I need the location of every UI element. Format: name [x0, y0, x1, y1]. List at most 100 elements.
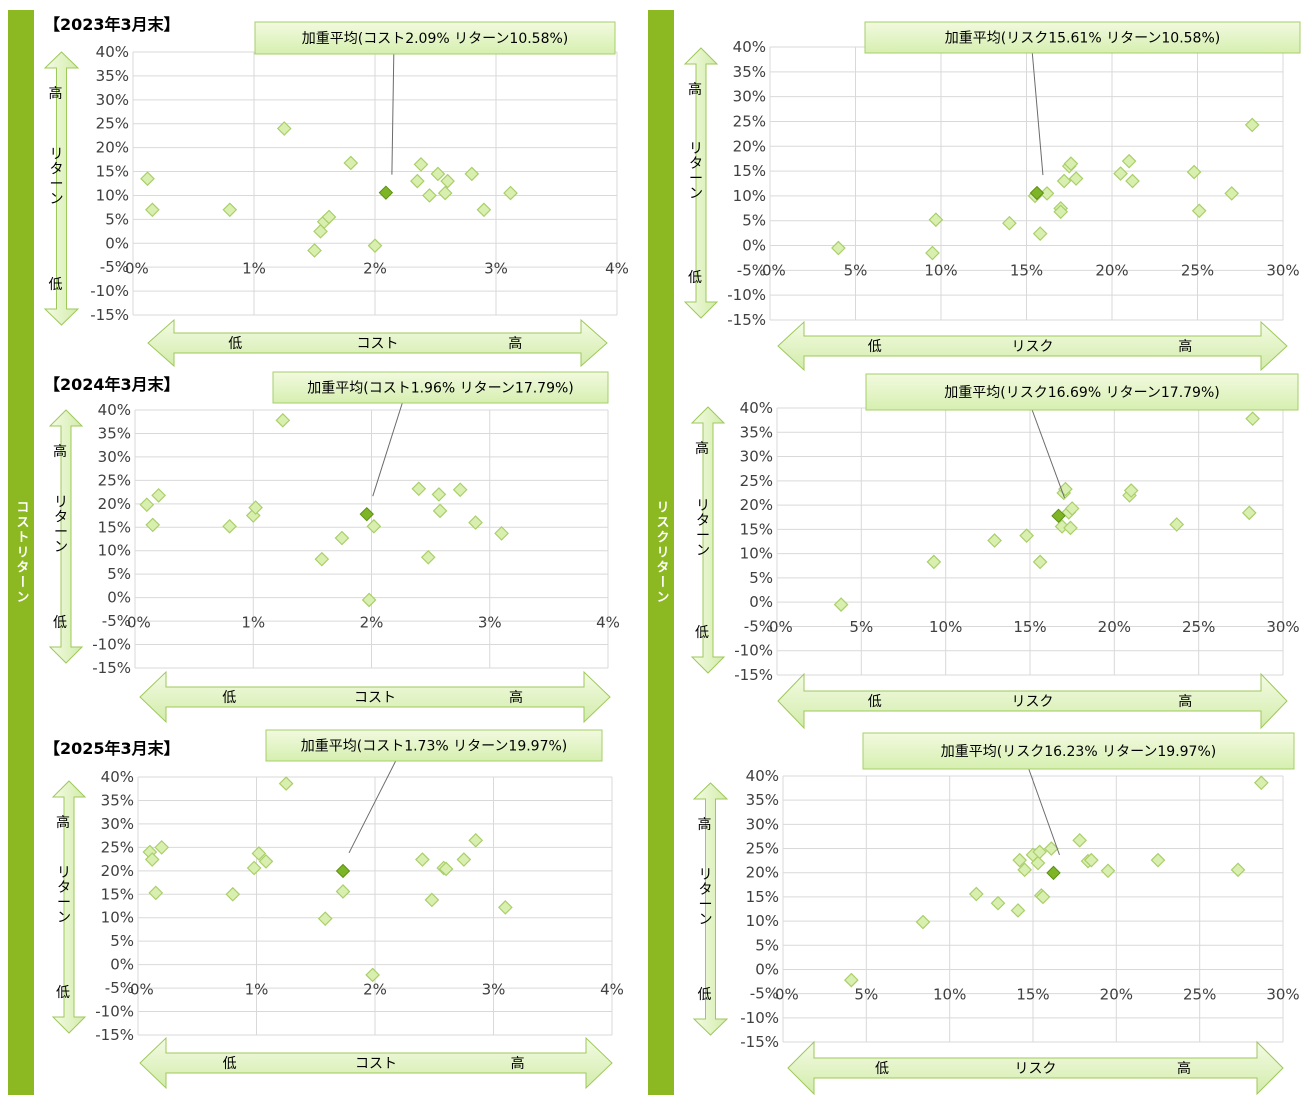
scatter-chart-5: 40%35%30%25%20%15%10%5%0%-5%-10%-15%0% 5%… — [690, 373, 1300, 730]
data-point — [926, 554, 942, 570]
data-point — [925, 245, 940, 261]
data-point — [1030, 855, 1046, 871]
weighted-average-point — [378, 185, 394, 200]
x-tick-label: 15% — [1010, 262, 1043, 280]
x-tick-label: 15% — [1016, 985, 1049, 1003]
return-arrow — [48, 409, 84, 664]
return-arrow — [683, 47, 719, 319]
x-axis-low-label: 低 — [868, 694, 882, 710]
y-tick-label: 10% — [740, 545, 773, 563]
y-tick-label: 25% — [98, 471, 131, 489]
return-label-char: リ — [696, 498, 710, 514]
y-tick-label: 0% — [105, 234, 129, 252]
data-point — [1230, 862, 1246, 878]
data-point — [1244, 117, 1260, 133]
x-tick-label: 5% — [854, 985, 878, 1003]
data-point — [420, 549, 436, 565]
data-point — [1058, 481, 1073, 497]
return-label-char: タ — [696, 513, 710, 529]
callout-leader — [1028, 768, 1060, 856]
data-point — [928, 212, 944, 228]
return-label-char: ン — [699, 912, 713, 928]
y-tick-label: 5% — [749, 569, 773, 587]
data-point — [452, 482, 468, 498]
x-axis-label: リスク — [1015, 1061, 1057, 1077]
x-axis-label: リスク — [1012, 339, 1054, 355]
x-tick-label: 2% — [360, 614, 384, 632]
scatter-chart-2: 40%35%30%25%20%15%10%5%0%-5%-10%-15%0% 1%… — [44, 371, 620, 724]
callout-leader — [1031, 52, 1044, 176]
data-point — [843, 972, 859, 988]
y-tick-label: 30% — [733, 88, 766, 106]
y-tick-label: 10% — [98, 542, 131, 560]
x-tick-label: 20% — [1098, 618, 1131, 636]
data-point — [1113, 166, 1128, 181]
data-point — [1064, 501, 1080, 516]
data-point — [343, 155, 359, 171]
data-point — [990, 895, 1006, 911]
y-tick-label: 15% — [98, 518, 131, 536]
data-point — [1019, 528, 1034, 544]
data-point — [335, 884, 351, 899]
y-tick-label: -10% — [727, 286, 766, 304]
return-low-label: 低 — [53, 615, 67, 631]
data-point — [151, 488, 166, 503]
data-point — [1012, 852, 1028, 868]
x-tick-label: 0% — [762, 262, 786, 280]
x-tick-label: 3% — [484, 259, 508, 277]
data-point — [468, 515, 483, 530]
data-point — [1245, 411, 1260, 427]
x-axis-low-label: 低 — [868, 339, 882, 355]
y-tick-label: 0% — [742, 237, 766, 255]
data-point — [1017, 862, 1033, 878]
x-tick-label: 1% — [242, 259, 266, 277]
x-axis-label: コスト — [355, 1056, 397, 1072]
callout-leader — [391, 53, 395, 175]
x-tick-label: 0% — [130, 981, 154, 999]
x-axis-high-label: 高 — [511, 1055, 525, 1072]
y-tick-label: 15% — [746, 888, 779, 906]
x-tick-label: 30% — [1266, 618, 1299, 636]
data-point — [278, 776, 294, 791]
callout-box — [254, 21, 616, 55]
chart-title: 【2023年3月末】 — [44, 15, 180, 34]
return-label-char: ー — [57, 895, 71, 911]
callout-label: 加重平均(コスト1.73% リターン19.97%) — [301, 739, 568, 755]
y-tick-label: -10% — [95, 1003, 134, 1021]
return-arrow — [51, 780, 87, 1034]
data-point — [415, 852, 430, 867]
data-point — [225, 886, 241, 902]
data-point — [248, 500, 263, 515]
y-tick-label: -5% — [750, 985, 779, 1003]
x-tick-label: 4% — [605, 259, 629, 277]
x-axis-low-label: 低 — [875, 1061, 889, 1077]
data-point — [430, 166, 446, 182]
y-tick-label: 30% — [746, 815, 779, 833]
data-point — [432, 503, 448, 519]
return-label-char: ン — [54, 540, 68, 556]
return-label-char: リ — [50, 147, 64, 163]
data-point — [334, 530, 350, 546]
y-tick-label: 20% — [733, 137, 766, 155]
y-tick-label: 0% — [755, 960, 779, 978]
return-label-char: ー — [696, 528, 710, 544]
return-low-label: 低 — [688, 270, 702, 286]
scatter-chart-6: 40%35%30%25%20%15%10%5%0%-5%-10%-15%0% 5%… — [692, 732, 1300, 1095]
x-tick-label: 2% — [363, 259, 387, 277]
data-point — [321, 209, 337, 225]
y-tick-label: -5% — [102, 612, 131, 630]
x-tick-label: 20% — [1100, 985, 1133, 1003]
data-point — [438, 861, 454, 877]
y-tick-label: 20% — [96, 139, 129, 157]
data-point — [468, 832, 484, 848]
x-tick-label: 3% — [482, 981, 506, 999]
data-point — [313, 223, 328, 239]
y-tick-label: -10% — [90, 282, 129, 300]
x-tick-label: 0% — [775, 985, 799, 1003]
data-point — [1125, 173, 1140, 189]
callout-label: 加重平均(リスク15.61% リターン10.58%) — [945, 31, 1220, 47]
y-tick-label: 20% — [746, 864, 779, 882]
return-high-label: 高 — [688, 81, 702, 98]
y-tick-label: 0% — [107, 589, 131, 607]
data-point — [1063, 156, 1079, 171]
